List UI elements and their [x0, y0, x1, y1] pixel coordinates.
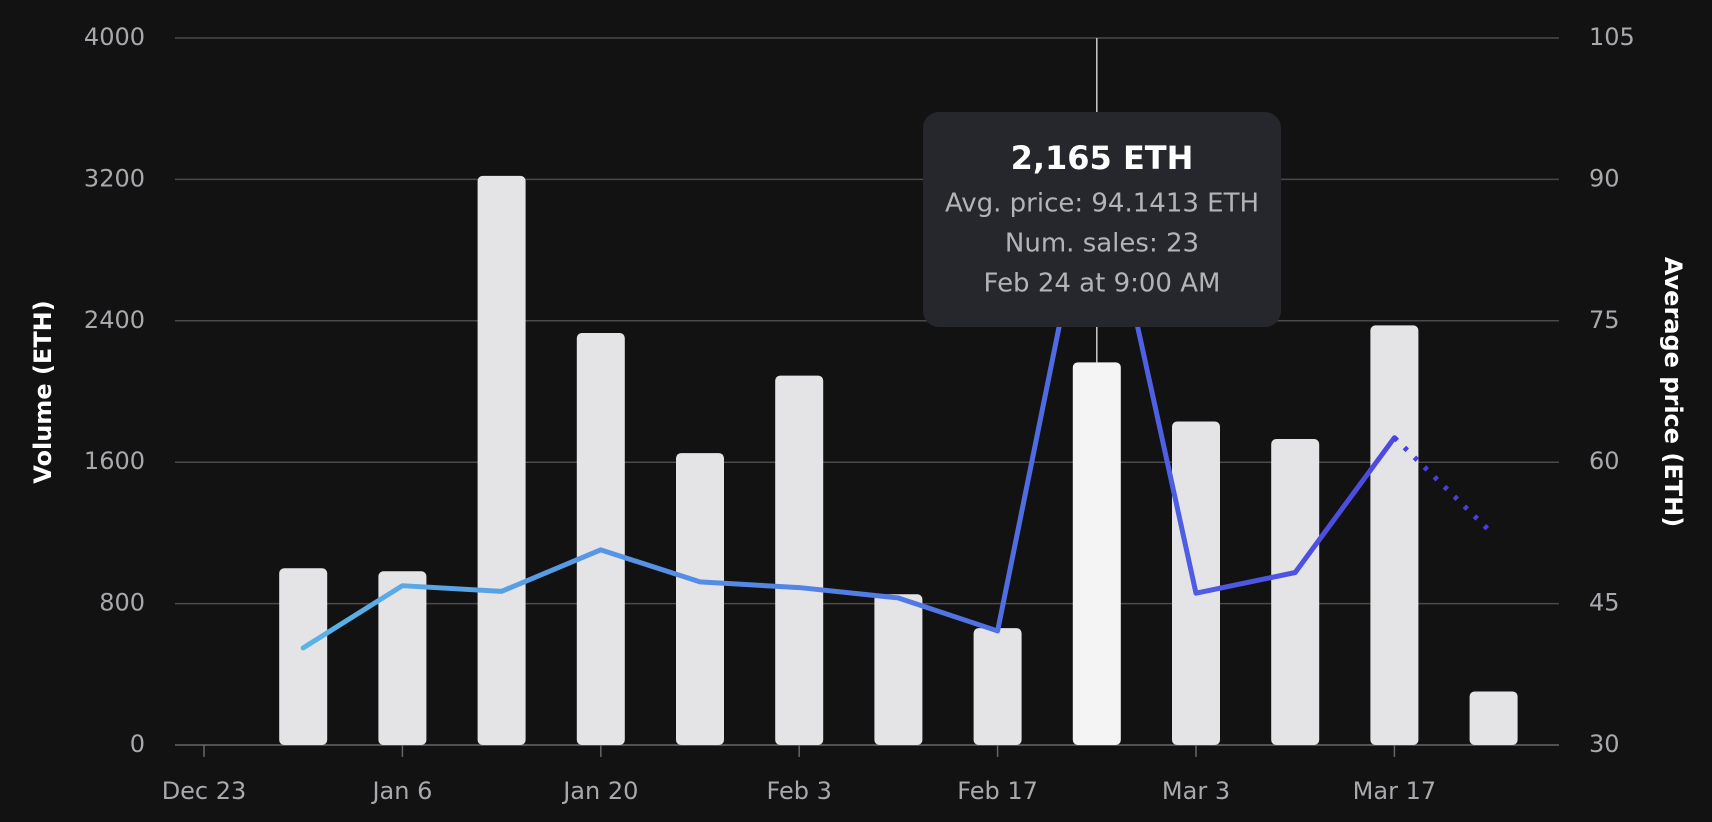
tooltip: 2,165 ETH Avg. price: 94.1413 ETH Num. sal…	[923, 112, 1281, 327]
y2-axis-title: Average price (ETH)	[1659, 257, 1687, 527]
y-tick-label: 800	[99, 589, 145, 617]
tooltip-line: Feb 24 at 9:00 AM	[984, 269, 1221, 299]
bar	[973, 628, 1022, 745]
tooltip-line: Avg. price: 94.1413 ETH	[945, 189, 1259, 219]
bar	[576, 332, 625, 745]
y2-tick-label: 90	[1589, 164, 1620, 192]
tooltip-line: Num. sales: 23	[1005, 229, 1199, 259]
price-line-projection	[1392, 435, 1496, 537]
price-line	[300, 137, 1397, 651]
bar	[1271, 439, 1320, 745]
bar	[1072, 362, 1121, 745]
y2-tick-label: 45	[1589, 589, 1620, 617]
x-tick-label: Dec 23	[162, 777, 247, 805]
x-tick-label: Mar 3	[1162, 777, 1230, 805]
x-tick-label: Feb 17	[957, 777, 1038, 805]
y-tick-label: 4000	[84, 23, 145, 51]
y-tick-label: 1600	[84, 447, 145, 475]
bar	[676, 453, 724, 745]
x-tick-label: Feb 3	[767, 777, 832, 805]
x-tick-label: Jan 6	[370, 777, 432, 805]
tooltip-box	[923, 112, 1281, 327]
tooltip-title: 2,165 ETH	[1011, 139, 1194, 177]
y-tick-label: 0	[130, 730, 145, 758]
y2-tick-label: 75	[1589, 306, 1620, 334]
y-axis-title: Volume (ETH)	[29, 300, 57, 484]
x-tick-label: Jan 20	[561, 777, 638, 805]
y-tick-label: 2400	[84, 306, 145, 334]
y2-tick-label: 60	[1589, 447, 1620, 475]
bar	[874, 594, 923, 745]
y2-tick-label: 30	[1589, 730, 1620, 758]
bar	[477, 175, 526, 746]
x-tick-label: Mar 17	[1353, 777, 1436, 805]
bar	[1370, 325, 1419, 745]
bar	[378, 571, 427, 745]
bar	[279, 568, 328, 745]
y-tick-label: 3200	[84, 164, 145, 192]
bar	[1469, 691, 1518, 745]
bar	[775, 375, 824, 745]
y2-tick-label: 105	[1589, 23, 1635, 51]
